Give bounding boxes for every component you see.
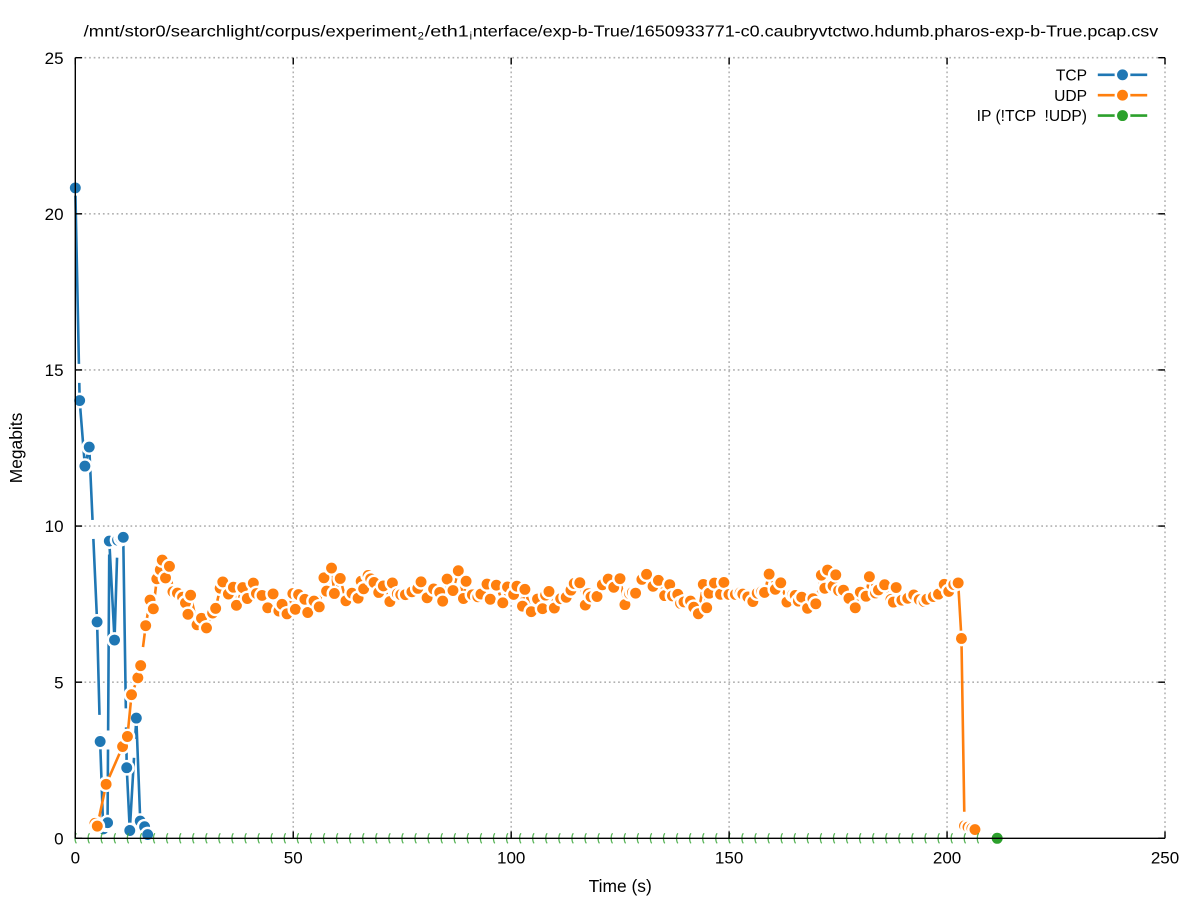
svg-text:10: 10 — [45, 517, 64, 536]
svg-text:0: 0 — [54, 829, 63, 848]
svg-text:150: 150 — [715, 849, 743, 868]
svg-text:/eth1: /eth1 — [425, 23, 469, 40]
svg-text:UDP: UDP — [1054, 88, 1087, 105]
svg-text:20: 20 — [45, 205, 64, 224]
svg-text:TCP: TCP — [1056, 67, 1087, 84]
svg-text:IP (!TCP !UDP): IP (!TCP !UDP) — [977, 108, 1087, 125]
svg-text:100: 100 — [497, 849, 525, 868]
svg-text:Megabits: Megabits — [6, 412, 26, 483]
svg-text:i: i — [470, 30, 472, 42]
svg-text:25: 25 — [45, 49, 64, 68]
svg-text:5: 5 — [54, 673, 63, 692]
svg-text:0: 0 — [71, 849, 80, 868]
svg-text:/mnt/stor0/searchlight/corpus/: /mnt/stor0/searchlight/corpus/experiment — [84, 23, 418, 40]
svg-text:2: 2 — [418, 30, 424, 42]
svg-text:15: 15 — [45, 361, 64, 380]
svg-text:Time (s): Time (s) — [589, 876, 652, 896]
svg-text:50: 50 — [284, 849, 303, 868]
svg-text:nterface/exp-b-True/1650933771: nterface/exp-b-True/1650933771-c0.caubry… — [473, 23, 1159, 40]
svg-text:200: 200 — [933, 849, 961, 868]
svg-text:250: 250 — [1151, 849, 1179, 868]
